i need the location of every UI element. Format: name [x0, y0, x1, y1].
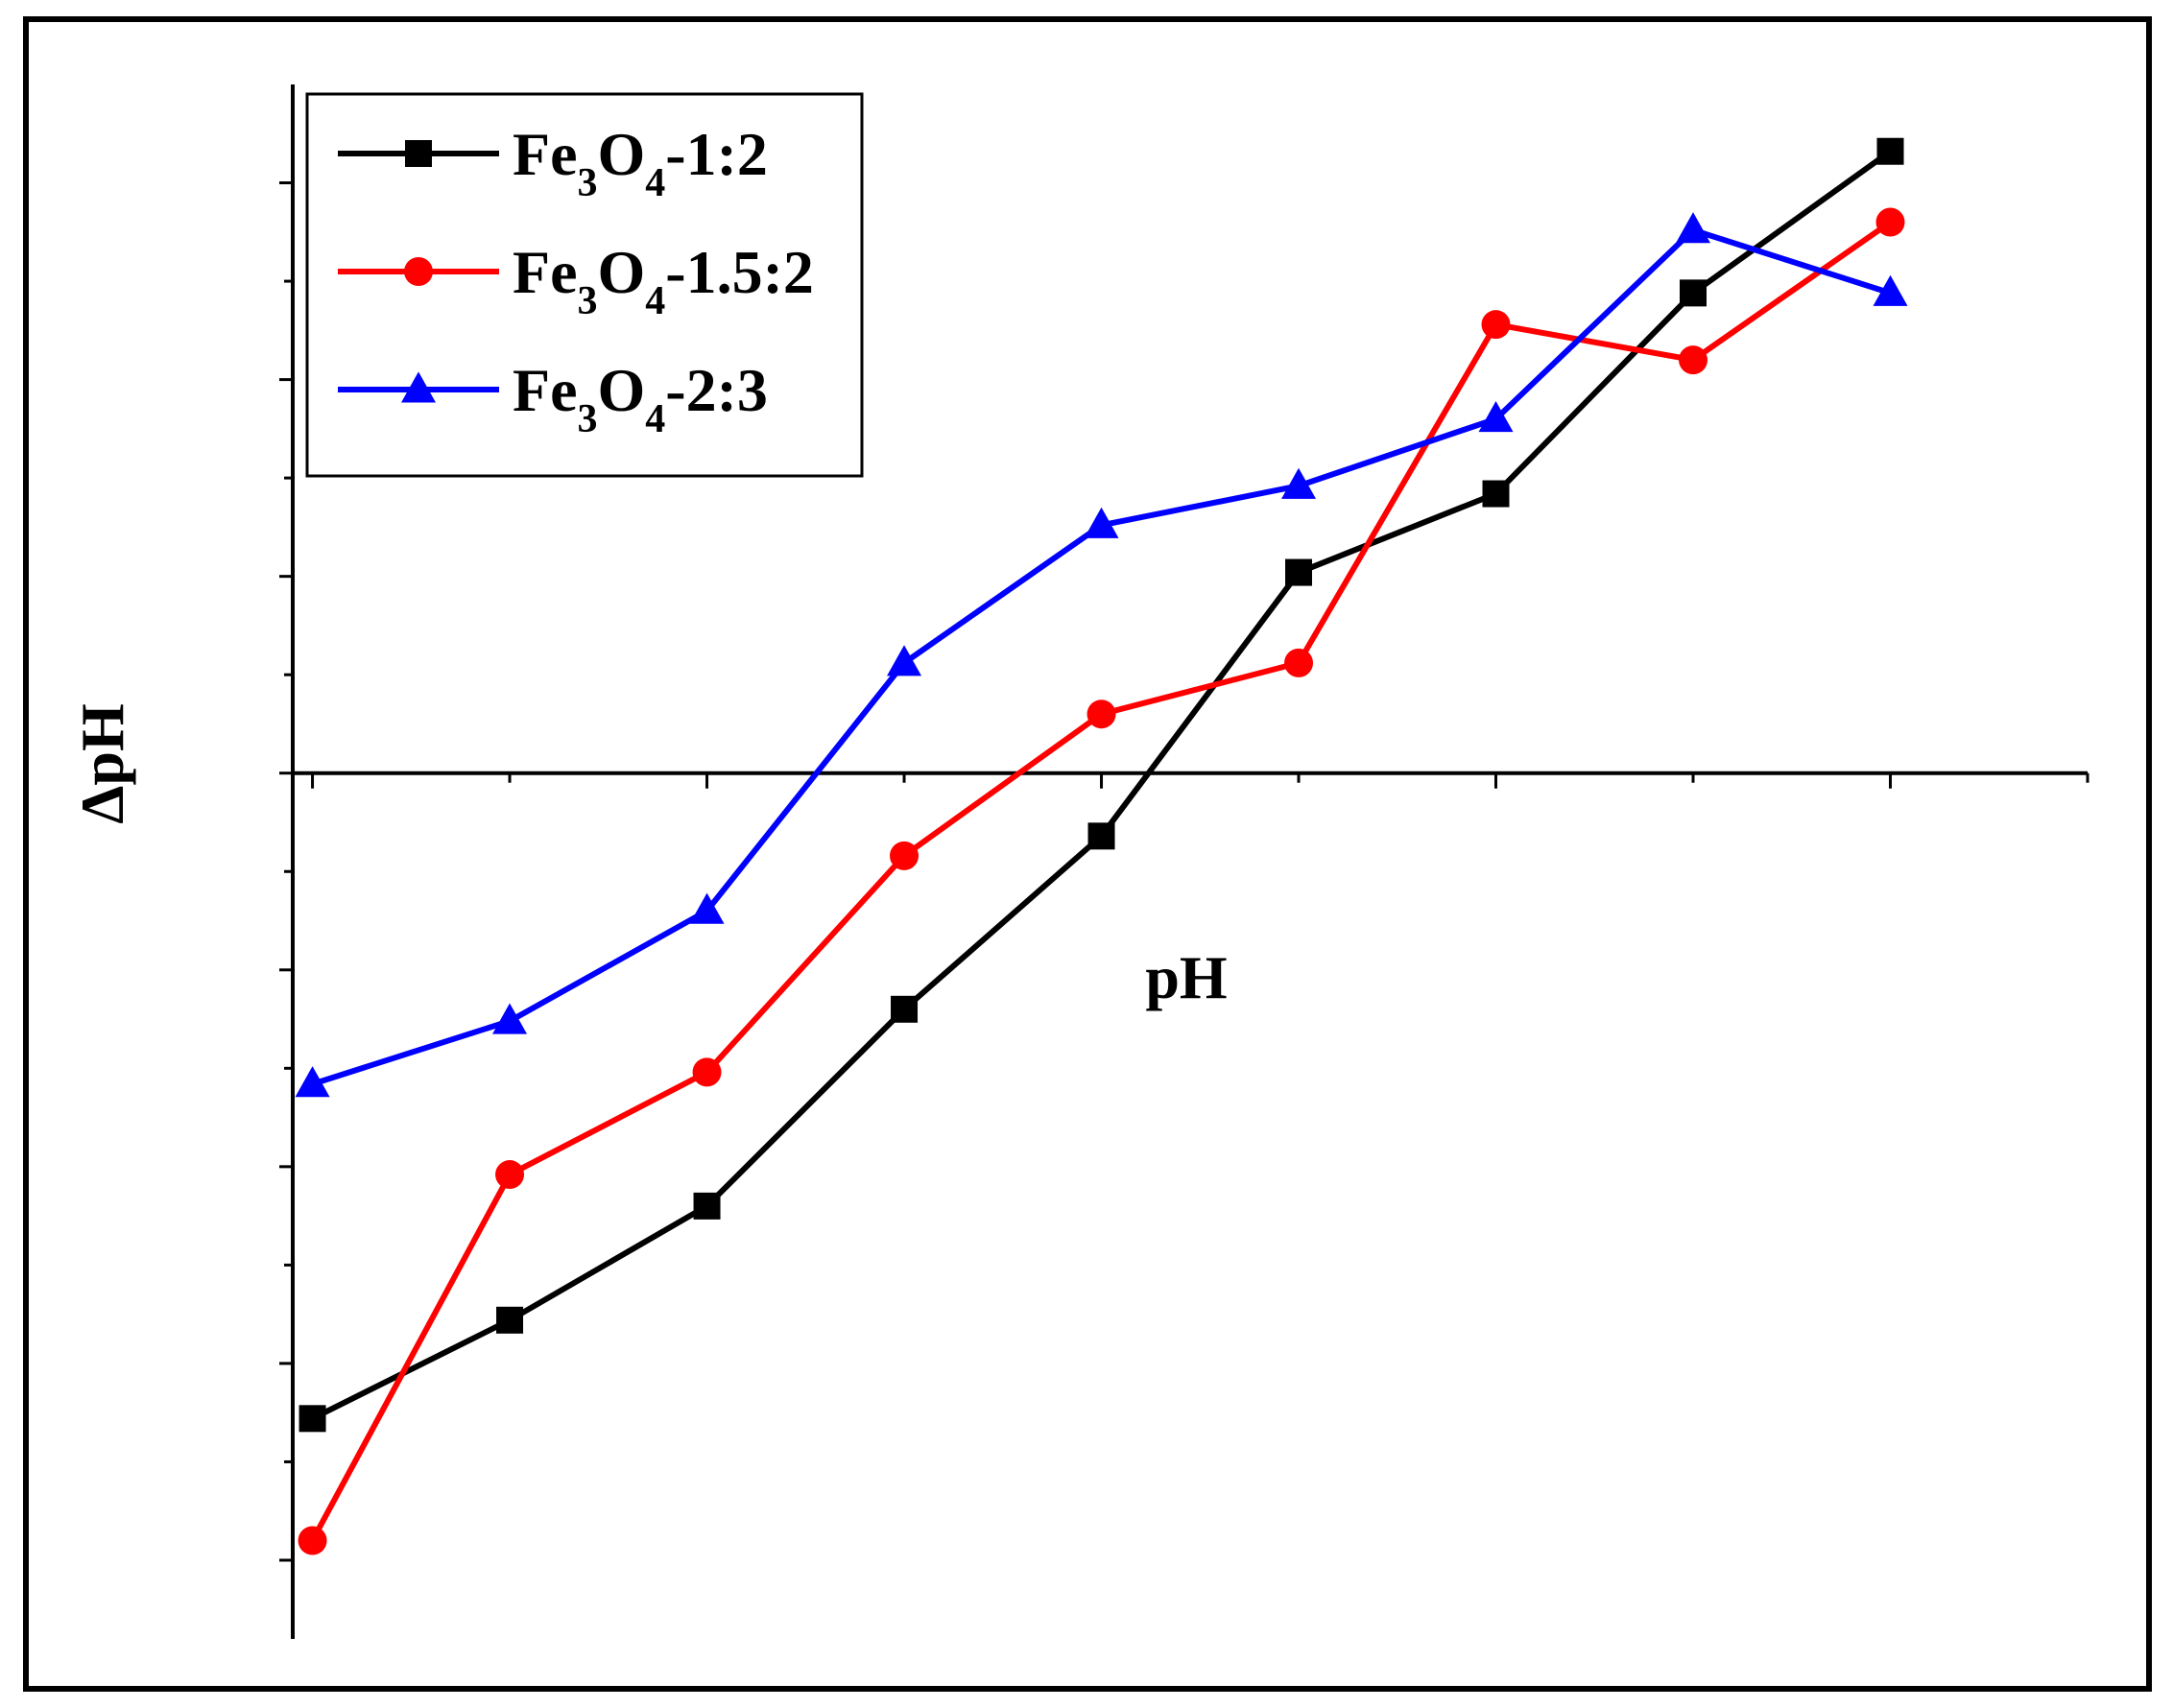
data-point [1481, 310, 1511, 340]
legend-label-part: 3 [578, 161, 598, 205]
data-point [1478, 401, 1514, 433]
data-point [890, 841, 919, 870]
data-point [692, 1057, 722, 1087]
legend-label: Fe3O4-1:2 [513, 120, 768, 205]
data-point [1087, 822, 1115, 850]
legend-label-part: -2:3 [665, 356, 768, 424]
data-point [1875, 207, 1905, 237]
legend-entry: Fe3O4-2:3 [338, 356, 768, 441]
legend-label-part: -1.5:2 [665, 238, 814, 306]
data-point [1285, 558, 1313, 586]
series-triangle [295, 212, 1908, 1098]
data-point [689, 892, 725, 924]
legend-swatch-marker [401, 371, 436, 403]
data-point [1482, 480, 1510, 508]
legend-swatch-marker [404, 257, 433, 286]
legend-swatch-marker [405, 140, 432, 167]
legend-entry: Fe3O4-1.5:2 [338, 238, 814, 323]
legend-label-part: Fe [513, 356, 578, 424]
legend-label-part: 4 [645, 279, 665, 323]
legend-label-part: O [598, 120, 646, 188]
data-point [1876, 137, 1904, 165]
legend-label-part: 3 [578, 397, 598, 441]
legend-label-part: 4 [645, 397, 665, 441]
legend-label: Fe3O4-1.5:2 [513, 238, 814, 323]
legend-box [305, 92, 864, 478]
legend-label-part: Fe [513, 238, 578, 306]
data-point [1676, 212, 1711, 244]
legend-label-part: 3 [578, 279, 598, 323]
data-point [891, 995, 919, 1023]
data-point [295, 1066, 330, 1098]
data-point [298, 1526, 327, 1555]
data-point [298, 1405, 326, 1433]
legend-entry: Fe3O4-1:2 [338, 120, 768, 205]
axes [279, 84, 2089, 1639]
legend-label-part: 4 [645, 161, 665, 205]
legend-label-part: Fe [513, 120, 578, 188]
data-point [693, 1192, 721, 1220]
data-point [496, 1306, 524, 1334]
series-square [298, 137, 1904, 1433]
series-circle [298, 207, 1905, 1555]
legend-label-part: -1:2 [665, 120, 768, 188]
data-point [1679, 345, 1708, 375]
legend-label: Fe3O4-2:3 [513, 356, 768, 441]
legend-label-part: O [598, 238, 646, 306]
data-point [1086, 700, 1116, 729]
data-point [1680, 279, 1707, 307]
y-axis-title: ΔpH [68, 703, 136, 824]
data-point [1281, 467, 1317, 499]
data-point [492, 1003, 528, 1034]
legend-label-part: O [598, 356, 646, 424]
series-layer [295, 137, 1908, 1555]
data-point [1284, 648, 1314, 677]
data-point [1873, 274, 1908, 306]
data-point [1084, 507, 1119, 538]
data-point [495, 1160, 525, 1190]
x-axis-title: pH [1145, 943, 1227, 1011]
data-point [887, 645, 922, 676]
